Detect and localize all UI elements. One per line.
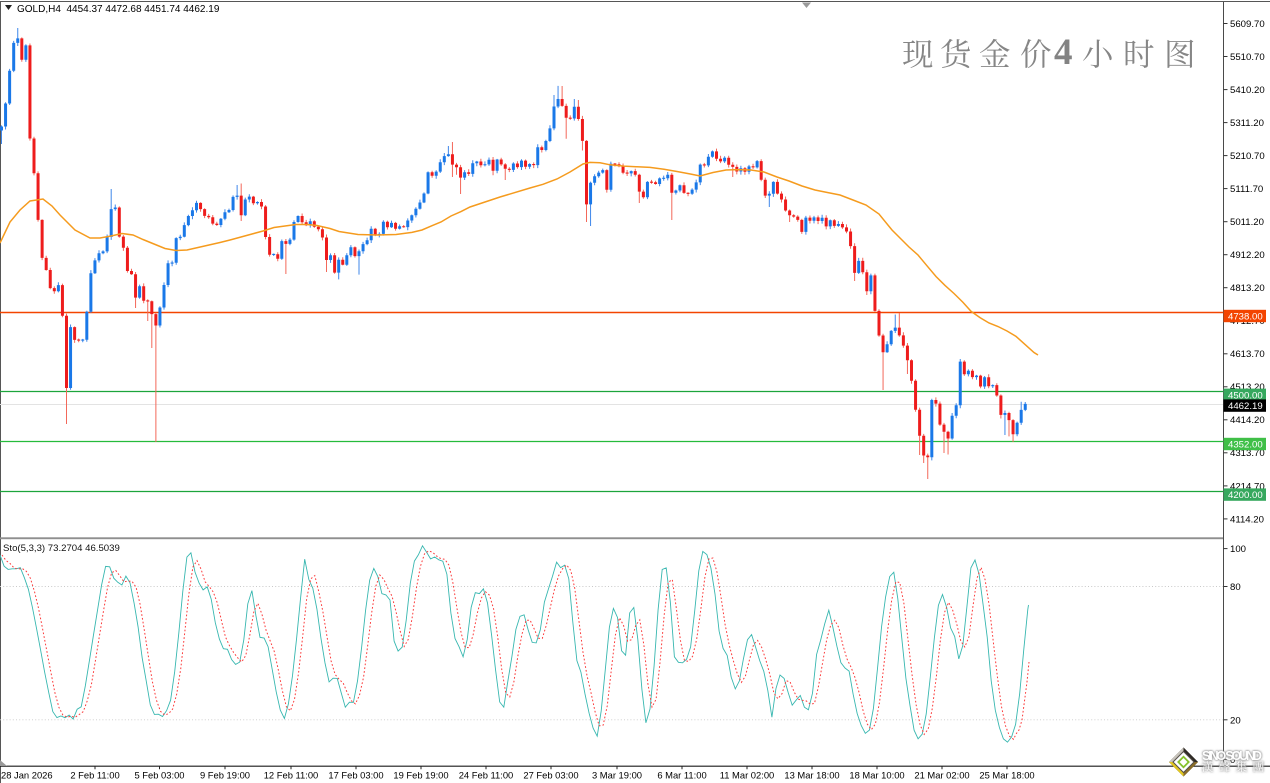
svg-text:0: 0 [1230, 755, 1235, 766]
svg-text:5011.20: 5011.20 [1230, 217, 1264, 228]
svg-text:3 Mar 19:00: 3 Mar 19:00 [592, 770, 642, 781]
svg-text:SINO SOUND: SINO SOUND [1202, 749, 1262, 763]
svg-text:24 Feb 11:00: 24 Feb 11:00 [459, 770, 514, 781]
svg-text:25 Mar 18:00: 25 Mar 18:00 [979, 770, 1034, 781]
svg-text:4313.70: 4313.70 [1230, 448, 1265, 459]
svg-text:4: 4 [1054, 32, 1073, 73]
svg-text:4200.00: 4200.00 [1228, 490, 1263, 501]
svg-text:11 Mar 02:00: 11 Mar 02:00 [720, 770, 775, 781]
svg-text:80: 80 [1230, 582, 1241, 593]
svg-text:19 Feb 19:00: 19 Feb 19:00 [393, 770, 448, 781]
svg-text:100: 100 [1230, 544, 1246, 555]
svg-text:4613.70: 4613.70 [1230, 349, 1265, 360]
svg-text:18 Mar 10:00: 18 Mar 10:00 [849, 770, 904, 781]
svg-text:4352.00: 4352.00 [1228, 440, 1263, 451]
svg-text:4114.20: 4114.20 [1230, 514, 1264, 525]
svg-text:4414.20: 4414.20 [1230, 415, 1265, 426]
svg-text:28 Jan 2026: 28 Jan 2026 [1, 770, 53, 781]
svg-text:4462.19: 4462.19 [1228, 401, 1263, 412]
svg-text:21 Mar 02:00: 21 Mar 02:00 [914, 770, 969, 781]
svg-text:20: 20 [1230, 715, 1241, 726]
svg-text:4513.20: 4513.20 [1230, 382, 1265, 393]
svg-text:5609.70: 5609.70 [1230, 19, 1265, 30]
svg-text:17 Feb 03:00: 17 Feb 03:00 [328, 770, 383, 781]
svg-text:2 Feb 11:00: 2 Feb 11:00 [70, 770, 119, 781]
svg-text:5111.70: 5111.70 [1230, 184, 1263, 195]
svg-text:13 Mar 18:00: 13 Mar 18:00 [784, 770, 839, 781]
svg-text:12 Feb 11:00: 12 Feb 11:00 [264, 770, 319, 781]
svg-text:5410.20: 5410.20 [1230, 85, 1265, 96]
svg-text:4214.70: 4214.70 [1230, 481, 1265, 492]
svg-text:4813.20: 4813.20 [1230, 283, 1265, 294]
svg-text:4912.20: 4912.20 [1230, 250, 1265, 261]
svg-text:5510.70: 5510.70 [1230, 52, 1265, 63]
svg-text:9 Feb 19:00: 9 Feb 19:00 [200, 770, 250, 781]
svg-text:Sto(5,3,3) 73.2704 46.5039: Sto(5,3,3) 73.2704 46.5039 [3, 543, 120, 554]
svg-text:5 Feb 03:00: 5 Feb 03:00 [134, 770, 184, 781]
svg-text:SINO SOUND: SINO SOUND [1202, 749, 1262, 763]
svg-text:27 Feb 03:00: 27 Feb 03:00 [523, 770, 578, 781]
svg-text:SINO SOUND: SINO SOUND [1202, 749, 1262, 763]
svg-text:5210.70: 5210.70 [1230, 151, 1265, 162]
svg-text:4738.00: 4738.00 [1228, 312, 1263, 323]
svg-text:4500.00: 4500.00 [1228, 390, 1263, 401]
svg-text:5311.20: 5311.20 [1230, 118, 1264, 129]
svg-text:GOLD,H4 4454.37 4472.68 4451.: GOLD,H4 4454.37 4472.68 4451.74 4462.19 [17, 4, 220, 15]
svg-text:6 Mar 11:00: 6 Mar 11:00 [657, 770, 706, 781]
